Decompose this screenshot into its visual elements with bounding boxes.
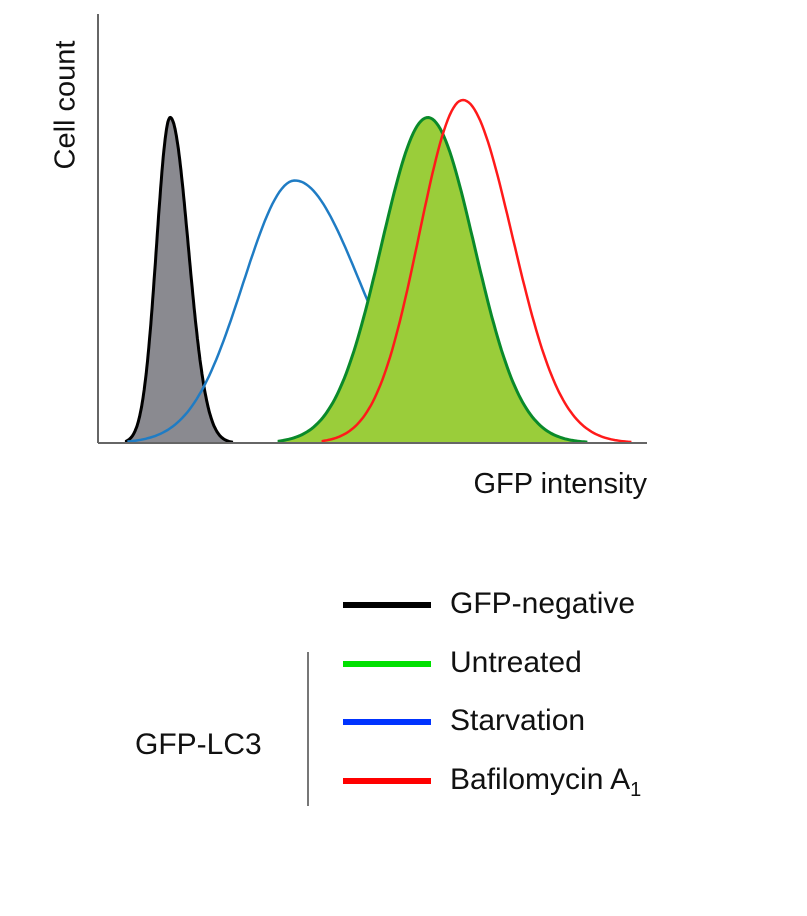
legend-swatch-untreated: [343, 661, 431, 667]
curve-gfp-negative: [124, 115, 234, 444]
x-axis-label: GFP intensity: [473, 468, 647, 500]
legend-label-bafilomycin: Bafilomycin A1: [450, 763, 641, 802]
legend-label-bafilomycin-subscript: 1: [630, 779, 642, 801]
curve-bafilomycin-a1: [321, 98, 632, 444]
legend-swatch-bafilomycin: [343, 778, 431, 784]
legend-label-gfp-negative: GFP-negative: [450, 587, 636, 620]
legend-group-label: GFP-LC3: [135, 728, 262, 761]
legend-group-bracket: [307, 652, 309, 806]
legend-label-starvation: Starvation: [450, 704, 586, 737]
curves: [124, 98, 632, 444]
legend-label-untreated: Untreated: [450, 646, 582, 679]
legend-swatch-gfp-negative: [343, 602, 431, 608]
y-axis-label: Cell count: [49, 40, 82, 170]
legend-label-bafilomycin-text: Bafilomycin A: [450, 763, 631, 796]
curve-untreated: [277, 115, 588, 444]
legend-swatch-starvation: [343, 719, 431, 725]
